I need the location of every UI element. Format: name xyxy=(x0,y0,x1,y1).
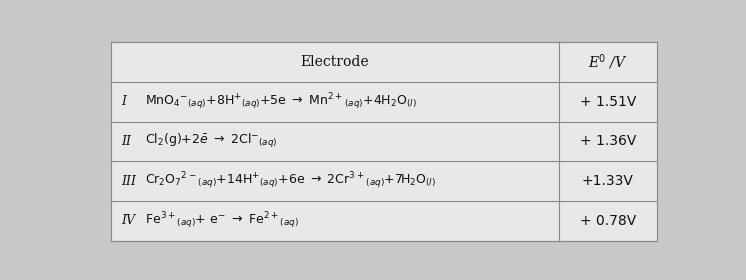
Bar xyxy=(110,42,559,82)
Text: + 0.78V: + 0.78V xyxy=(580,214,636,228)
Text: IV: IV xyxy=(121,214,135,227)
Text: I: I xyxy=(121,95,126,108)
Text: + 1.36V: + 1.36V xyxy=(580,134,636,148)
Text: Cl$_{2}$(g)+2$\bar{e}$ $\rightarrow$ 2Cl$^{-}$$_{(aq)}$: Cl$_{2}$(g)+2$\bar{e}$ $\rightarrow$ 2Cl… xyxy=(145,132,278,150)
Text: + 1.51V: + 1.51V xyxy=(580,95,636,109)
Bar xyxy=(110,201,657,241)
Text: +1.33V: +1.33V xyxy=(582,174,634,188)
Bar xyxy=(110,161,657,201)
Bar xyxy=(110,82,657,122)
Text: Cr$_{2}$O$_{7}$$^{2-}$$_{(aq)}$+14H$^{+}$$_{(aq)}$+6e $\rightarrow$ 2Cr$^{3+}$$_: Cr$_{2}$O$_{7}$$^{2-}$$_{(aq)}$+14H$^{+}… xyxy=(145,171,436,191)
Text: E$^{0}$ /V: E$^{0}$ /V xyxy=(588,52,627,72)
Text: MnO$_{4}$$^{-}$$_{(aq)}$+8H$^{+}$$_{(aq)}$+5e $\rightarrow$ Mn$^{2+}$$_{(aq)}$+4: MnO$_{4}$$^{-}$$_{(aq)}$+8H$^{+}$$_{(aq)… xyxy=(145,92,417,112)
Bar xyxy=(110,122,657,161)
Text: Electrode: Electrode xyxy=(301,55,369,69)
Bar xyxy=(559,42,657,82)
Text: III: III xyxy=(121,174,136,188)
Text: Fe$^{3+}$$_{(aq)}$+ e$^{-}$ $\rightarrow$ Fe$^{2+}$$_{(aq)}$: Fe$^{3+}$$_{(aq)}$+ e$^{-}$ $\rightarrow… xyxy=(145,211,299,231)
Text: II: II xyxy=(121,135,131,148)
